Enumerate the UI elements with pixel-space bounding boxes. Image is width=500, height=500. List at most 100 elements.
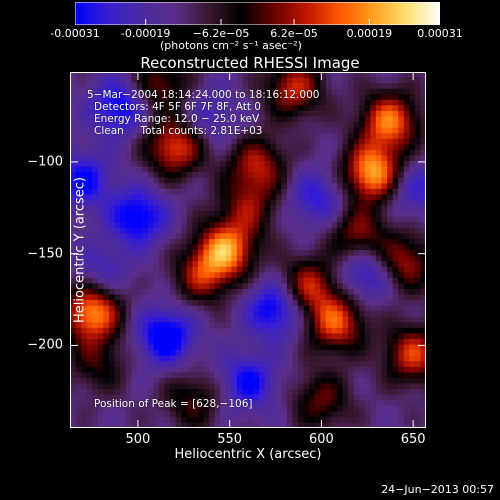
heatmap-cell — [181, 222, 188, 229]
heatmap-cell — [136, 194, 143, 201]
heatmap-cell — [81, 350, 88, 357]
heatmap-cell — [320, 122, 327, 129]
heatmap-cell — [259, 133, 266, 140]
heatmap-cell — [264, 389, 271, 396]
heatmap-cell — [125, 405, 132, 412]
heatmap-cell — [175, 400, 182, 407]
heatmap-cell — [70, 127, 77, 134]
heatmap-cell — [375, 233, 383, 240]
heatmap-cell — [192, 272, 199, 279]
heatmap-cell — [264, 172, 271, 179]
heatmap-cell — [342, 389, 349, 396]
heatmap-cell — [314, 350, 321, 357]
heatmap-cell — [275, 277, 282, 284]
heatmap-cell — [125, 199, 132, 207]
heatmap-cell — [298, 305, 305, 312]
heatmap-cell — [264, 261, 271, 268]
heatmap-cell — [337, 188, 344, 195]
heatmap-cell — [86, 422, 93, 428]
heatmap-cell — [303, 238, 310, 246]
heatmap-cell — [153, 194, 160, 201]
heatmap-cell — [314, 255, 321, 262]
heatmap-cell — [259, 377, 266, 385]
heatmap-cell — [142, 216, 149, 223]
heatmap-cell — [86, 288, 93, 296]
heatmap-cell — [236, 400, 244, 407]
heatmap-cell — [275, 116, 282, 123]
heatmap-cell — [264, 205, 271, 212]
heatmap-cell — [264, 88, 271, 95]
heatmap-cell — [387, 183, 394, 190]
heatmap-cell — [203, 272, 210, 279]
heatmap-cell — [220, 355, 227, 362]
heatmap-cell — [353, 233, 360, 240]
heatmap-cell — [103, 238, 110, 246]
heatmap-cell — [131, 110, 138, 118]
heatmap-cell — [364, 261, 371, 268]
heatmap-cell — [131, 149, 138, 157]
heatmap-cell — [309, 144, 316, 151]
heatmap-cell — [142, 333, 149, 340]
heatmap-cell — [236, 355, 244, 362]
heatmap-cell — [270, 149, 277, 157]
heatmap-cell — [147, 377, 155, 385]
heatmap-cell — [209, 188, 216, 195]
heatmap-cell — [325, 233, 333, 240]
heatmap-cell — [81, 372, 88, 379]
heatmap-cell — [170, 205, 177, 212]
heatmap-cell — [203, 122, 210, 129]
heatmap-cell — [97, 72, 104, 79]
heatmap-cell — [248, 377, 255, 385]
heatmap-cell — [97, 300, 104, 307]
heatmap-cell — [337, 333, 344, 340]
heatmap-cell — [136, 283, 143, 290]
heatmap-cell — [264, 361, 271, 368]
heatmap-cell — [220, 416, 227, 424]
heatmap-cell — [97, 389, 104, 396]
heatmap-cell — [142, 199, 149, 207]
heatmap-cell — [153, 155, 160, 162]
heatmap-cell — [331, 88, 338, 95]
heatmap-cell — [309, 327, 316, 335]
heatmap-cell — [409, 255, 416, 262]
heatmap-cell — [314, 250, 321, 257]
heatmap-cell — [120, 188, 127, 195]
heatmap-cell — [403, 277, 410, 284]
heatmap-cell — [231, 366, 238, 373]
heatmap-cell — [209, 416, 216, 424]
heatmap-cell — [270, 400, 277, 407]
colorbar-tick-label: −6.2e−05 — [192, 27, 250, 40]
heatmap-cell — [125, 72, 132, 79]
heatmap-cell — [248, 255, 255, 262]
heatmap-cell — [86, 216, 93, 223]
heatmap-cell — [259, 283, 266, 290]
heatmap-cell — [353, 211, 360, 218]
heatmap-cell — [231, 339, 238, 346]
heatmap-cell — [147, 199, 155, 207]
heatmap-cell — [225, 305, 232, 312]
heatmap-cell — [203, 305, 210, 312]
heatmap-cell — [142, 288, 149, 296]
heatmap-cell — [325, 72, 333, 79]
heatmap-cell — [381, 311, 388, 318]
heatmap-cell — [181, 144, 188, 151]
heatmap-cell — [353, 305, 360, 312]
heatmap-cell — [370, 99, 377, 106]
heatmap-cell — [175, 261, 182, 268]
heatmap-cell — [108, 183, 116, 190]
heatmap-cell — [203, 244, 210, 251]
heatmap-cell — [159, 333, 166, 340]
heatmap-cell — [159, 77, 166, 84]
heatmap-cell — [147, 311, 155, 318]
heatmap-cell — [348, 288, 355, 296]
heatmap-cell — [159, 172, 166, 179]
heatmap-cell — [248, 361, 255, 368]
heatmap-cell — [114, 188, 121, 195]
heatmap-cell — [259, 266, 266, 273]
heatmap-cell — [364, 250, 371, 257]
heatmap-cell — [220, 161, 227, 168]
heatmap-cell — [364, 194, 371, 201]
heatmap-cell — [420, 272, 426, 279]
heatmap-cell — [108, 333, 116, 340]
heatmap-cell — [225, 377, 232, 385]
